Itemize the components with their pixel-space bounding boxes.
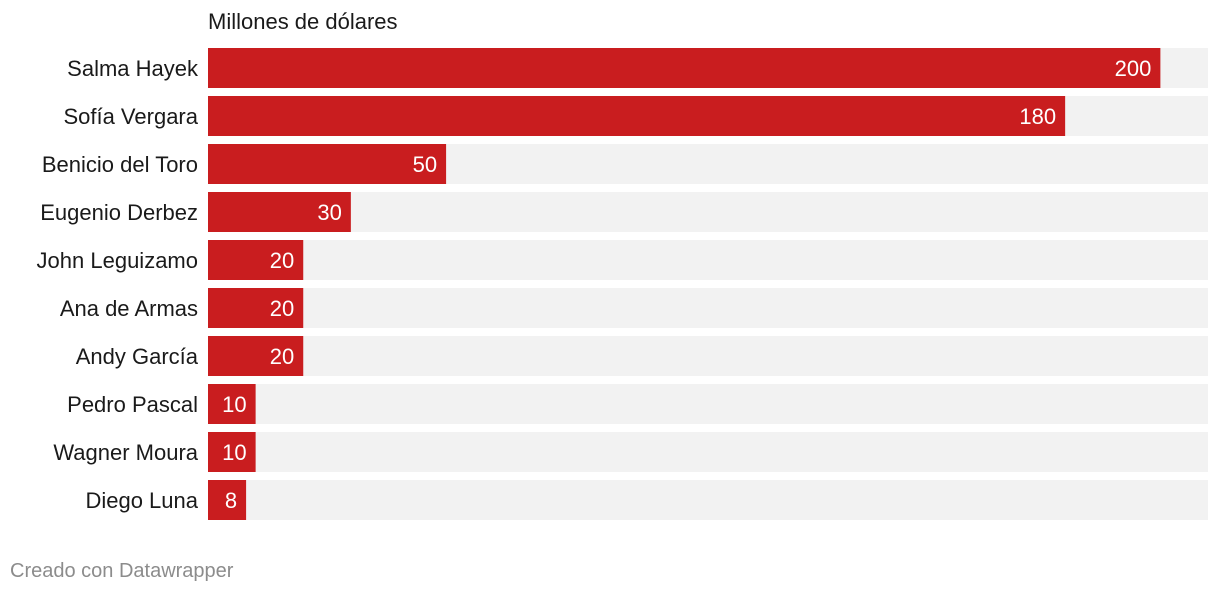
category-label: Sofía Vergara bbox=[63, 104, 198, 129]
bar bbox=[208, 48, 1161, 88]
category-label: Wagner Moura bbox=[53, 440, 198, 465]
bar bbox=[208, 288, 304, 328]
bar bbox=[208, 144, 447, 184]
bar-row: Benicio del Toro 50 bbox=[42, 144, 1208, 184]
category-label: Pedro Pascal bbox=[67, 392, 198, 417]
unit-label: Millones de dólares bbox=[208, 9, 398, 34]
value-label: 180 bbox=[1019, 104, 1056, 129]
category-label: Salma Hayek bbox=[67, 56, 199, 81]
bar bbox=[208, 192, 351, 232]
bar-track bbox=[208, 480, 1208, 520]
category-label: Diego Luna bbox=[85, 488, 198, 513]
bar-row: Ana de Armas 20 bbox=[60, 288, 1208, 328]
bar-track bbox=[208, 192, 1208, 232]
bar-row: Eugenio Derbez 30 bbox=[40, 192, 1208, 232]
value-label: 200 bbox=[1115, 56, 1152, 81]
value-label: 20 bbox=[270, 296, 294, 321]
bar bbox=[208, 96, 1066, 136]
bar bbox=[208, 336, 304, 376]
bar-track bbox=[208, 240, 1208, 280]
category-label: John Leguizamo bbox=[37, 248, 198, 273]
bar-track bbox=[208, 288, 1208, 328]
bar-row: Diego Luna 8 bbox=[85, 480, 1208, 520]
category-label: Benicio del Toro bbox=[42, 152, 198, 177]
value-label: 50 bbox=[413, 152, 437, 177]
value-label: 30 bbox=[317, 200, 341, 225]
value-label: 20 bbox=[270, 344, 294, 369]
bar-track bbox=[208, 336, 1208, 376]
bar-row: Sofía Vergara 180 bbox=[63, 96, 1208, 136]
bar-track bbox=[208, 432, 1208, 472]
bar-row: Andy García 20 bbox=[76, 336, 1208, 376]
value-label: 8 bbox=[225, 488, 237, 513]
value-label: 10 bbox=[222, 392, 246, 417]
bar bbox=[208, 384, 256, 424]
datawrapper-credit: Creado con Datawrapper bbox=[10, 560, 234, 582]
value-label: 20 bbox=[270, 248, 294, 273]
bar bbox=[208, 240, 304, 280]
bar-row: Wagner Moura 10 bbox=[53, 432, 1208, 472]
bar-row: John Leguizamo 20 bbox=[37, 240, 1208, 280]
value-label: 10 bbox=[222, 440, 246, 465]
bar-row: Salma Hayek 200 bbox=[67, 48, 1208, 88]
bar bbox=[208, 432, 256, 472]
bar-row: Pedro Pascal 10 bbox=[67, 384, 1208, 424]
category-label: Andy García bbox=[76, 344, 199, 369]
bar-track bbox=[208, 384, 1208, 424]
bar bbox=[208, 480, 247, 520]
category-label: Ana de Armas bbox=[60, 296, 198, 321]
category-label: Eugenio Derbez bbox=[40, 200, 198, 225]
